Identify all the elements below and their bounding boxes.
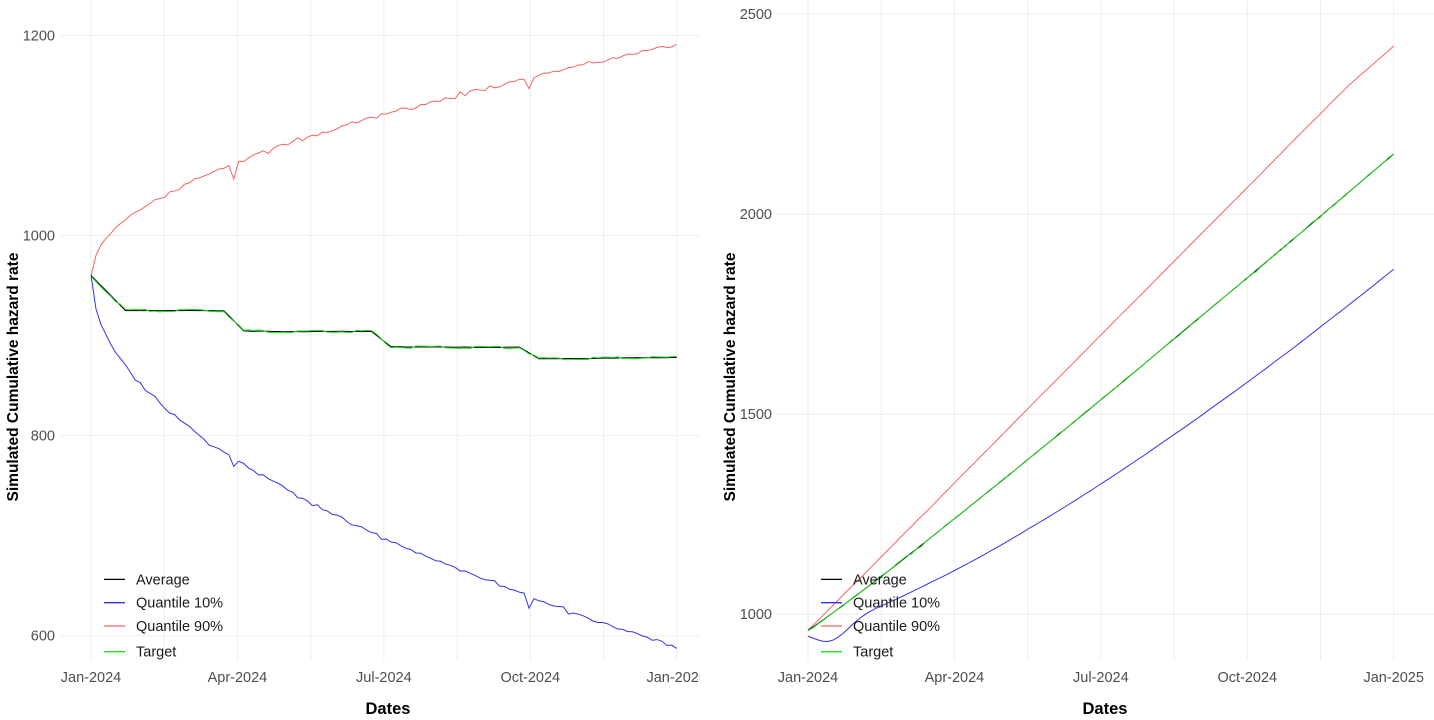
svg-text:Jul-2024: Jul-2024 xyxy=(356,670,412,686)
svg-text:Jan-2024: Jan-2024 xyxy=(778,670,838,686)
svg-text:1200: 1200 xyxy=(23,28,55,44)
svg-text:Oct-2024: Oct-2024 xyxy=(1217,670,1277,686)
svg-text:Average: Average xyxy=(853,572,907,588)
svg-text:Jul-2024: Jul-2024 xyxy=(1073,670,1129,686)
svg-text:Apr-2024: Apr-2024 xyxy=(208,670,268,686)
svg-text:Target: Target xyxy=(853,645,893,661)
svg-text:600: 600 xyxy=(31,629,55,645)
svg-text:Dates: Dates xyxy=(366,700,411,718)
svg-text:Jan-2025: Jan-2025 xyxy=(1363,670,1423,686)
svg-text:Quantile 90%: Quantile 90% xyxy=(853,619,940,635)
svg-text:Simulated Cumulative hazard ra: Simulated Cumulative hazard rate xyxy=(722,252,739,501)
svg-text:Dates: Dates xyxy=(1083,700,1128,718)
svg-text:Oct-2024: Oct-2024 xyxy=(500,670,560,686)
svg-text:Quantile 90%: Quantile 90% xyxy=(136,619,223,635)
svg-text:1000: 1000 xyxy=(740,607,772,623)
svg-text:2500: 2500 xyxy=(740,7,772,23)
svg-text:1500: 1500 xyxy=(740,407,772,423)
svg-text:2000: 2000 xyxy=(740,207,772,223)
svg-text:Apr-2024: Apr-2024 xyxy=(925,670,985,686)
svg-text:800: 800 xyxy=(31,429,55,445)
svg-text:Target: Target xyxy=(136,645,176,661)
svg-text:Jan-2024: Jan-2024 xyxy=(61,670,121,686)
svg-text:Quantile 10%: Quantile 10% xyxy=(853,596,940,612)
svg-text:Average: Average xyxy=(136,572,190,588)
svg-text:Jan-2025: Jan-2025 xyxy=(646,670,706,686)
svg-text:1000: 1000 xyxy=(23,229,55,245)
svg-text:Quantile 10%: Quantile 10% xyxy=(136,596,223,612)
svg-text:Simulated Cumulative hazard ra: Simulated Cumulative hazard rate xyxy=(5,252,22,501)
